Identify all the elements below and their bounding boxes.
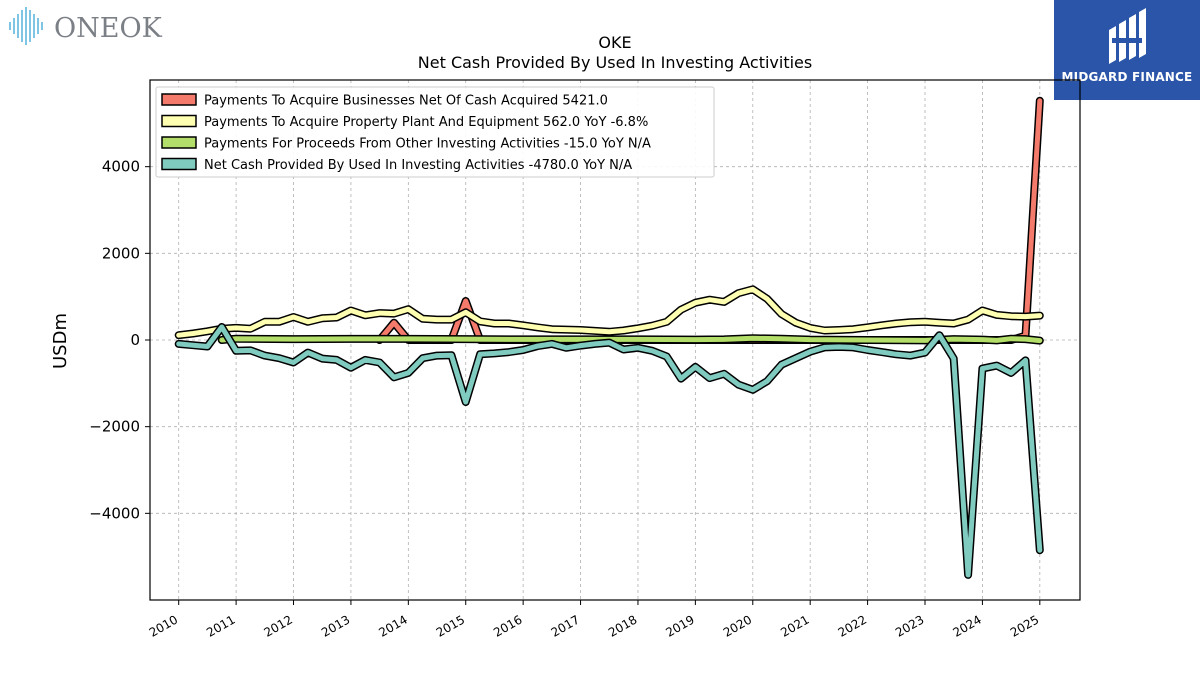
midgard-emblem-icon (1109, 8, 1146, 64)
x-tick-label: 2021 (778, 612, 811, 639)
oneok-logo-text: ONEOK (54, 13, 163, 44)
midgard-logo-text: MIDGARD FINANCE (1061, 70, 1193, 84)
y-tick-label: −2000 (89, 418, 140, 436)
legend-label-ppe: Payments To Acquire Property Plant And E… (204, 115, 648, 130)
series-layer (174, 96, 1044, 579)
x-tick-label: 2018 (606, 612, 639, 639)
series-outline-ppe (174, 285, 1044, 340)
legend-swatch-net_investing (161, 157, 197, 171)
y-tick-label: 2000 (102, 244, 140, 262)
x-tick-label: 2013 (319, 612, 352, 639)
x-tick-label: 2010 (147, 612, 180, 639)
series-line-other_investing (219, 335, 1043, 344)
legend-label-net_investing: Net Cash Provided By Used In Investing A… (204, 158, 632, 173)
x-tick-label: 2020 (721, 612, 754, 639)
legend: Payments To Acquire Businesses Net Of Ca… (155, 86, 715, 178)
x-tick-label: 2019 (663, 612, 696, 639)
y-tick-label: −4000 (89, 504, 140, 522)
x-tick-label: 2025 (1008, 612, 1041, 639)
series-line-net_investing (176, 324, 1043, 578)
legend-label-acquire_businesses: Payments To Acquire Businesses Net Of Ca… (204, 94, 608, 109)
x-tick-label: 2023 (893, 612, 926, 639)
series-line-ppe (176, 286, 1043, 338)
x-tick-label: 2017 (549, 612, 582, 639)
x-tick-label: 2022 (836, 612, 869, 639)
legend-swatch-acquire_businesses (161, 93, 197, 106)
chart-subtitle: Net Cash Provided By Used In Investing A… (418, 53, 812, 72)
ticks: 2010 2011 2012 2013 2014 2015 2016 2017 2018 2019… (89, 158, 1041, 640)
oneok-logo: ONEOK (4, 4, 164, 50)
legend-swatch-other_investing (161, 136, 197, 149)
series-outline-net_investing (174, 323, 1044, 579)
x-tick-label: 2024 (950, 612, 983, 639)
x-tick-label: 2014 (376, 612, 409, 639)
y-tick-label: 4000 (102, 158, 140, 176)
legend-swatch-ppe (161, 114, 197, 128)
legend-label-other_investing: Payments For Proceeds From Other Investi… (204, 137, 651, 152)
y-tick-label: 0 (130, 331, 140, 349)
y-axis-label: USDm (50, 313, 71, 369)
legend-box (155, 86, 715, 178)
chart-title: OKE (598, 33, 631, 52)
x-tick-label: 2016 (491, 612, 524, 639)
x-tick-label: 2015 (434, 612, 467, 639)
x-tick-label: 2012 (262, 612, 295, 639)
x-tick-label: 2011 (204, 612, 237, 639)
oneok-diamond-icon (6, 6, 46, 46)
midgard-finance-logo: MIDGARD FINANCE (1054, 0, 1200, 100)
